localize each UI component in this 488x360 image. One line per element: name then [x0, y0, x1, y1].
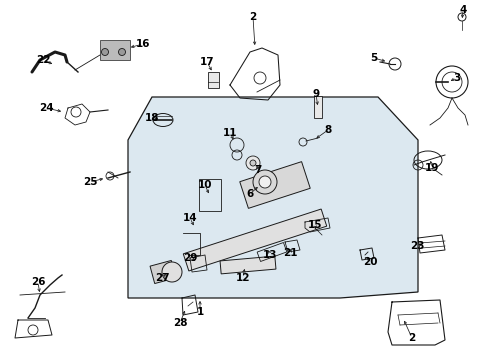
- Text: 2: 2: [249, 12, 256, 22]
- Text: 6: 6: [246, 189, 253, 199]
- Text: 1: 1: [196, 307, 203, 317]
- Text: 13: 13: [262, 250, 277, 260]
- Circle shape: [259, 176, 270, 188]
- Bar: [150, 260, 176, 284]
- Text: 17: 17: [199, 57, 214, 67]
- Text: 19: 19: [424, 163, 438, 173]
- Text: 21: 21: [282, 248, 297, 258]
- Text: 28: 28: [172, 318, 187, 328]
- Bar: [313, 96, 321, 118]
- Bar: [183, 209, 326, 271]
- Circle shape: [253, 72, 265, 84]
- Text: 7: 7: [254, 165, 261, 175]
- Text: 18: 18: [144, 113, 159, 123]
- Text: 12: 12: [235, 273, 250, 283]
- Text: 4: 4: [458, 5, 466, 15]
- Bar: [220, 256, 275, 274]
- Text: 25: 25: [82, 177, 97, 187]
- Bar: [239, 162, 309, 208]
- Text: 14: 14: [183, 213, 197, 223]
- Bar: [257, 243, 286, 261]
- Circle shape: [252, 170, 276, 194]
- Bar: [199, 179, 221, 211]
- Bar: [100, 40, 130, 60]
- Text: 27: 27: [154, 273, 169, 283]
- Text: 16: 16: [136, 39, 150, 49]
- Text: 24: 24: [39, 103, 53, 113]
- Text: 3: 3: [452, 73, 460, 83]
- Text: 5: 5: [369, 53, 377, 63]
- Circle shape: [102, 49, 108, 55]
- Text: 26: 26: [31, 277, 45, 287]
- Text: 15: 15: [307, 220, 322, 230]
- Text: 2: 2: [407, 333, 415, 343]
- Bar: [207, 72, 218, 88]
- Text: 10: 10: [197, 180, 212, 190]
- Circle shape: [162, 262, 182, 282]
- Text: 11: 11: [223, 128, 237, 138]
- Text: 9: 9: [312, 89, 319, 99]
- Circle shape: [245, 156, 260, 170]
- Text: 20: 20: [362, 257, 376, 267]
- Circle shape: [118, 49, 125, 55]
- Text: 8: 8: [324, 125, 331, 135]
- Text: 23: 23: [409, 241, 424, 251]
- Text: 22: 22: [36, 55, 50, 65]
- Text: 29: 29: [183, 253, 197, 263]
- Polygon shape: [128, 97, 417, 298]
- Circle shape: [249, 160, 256, 166]
